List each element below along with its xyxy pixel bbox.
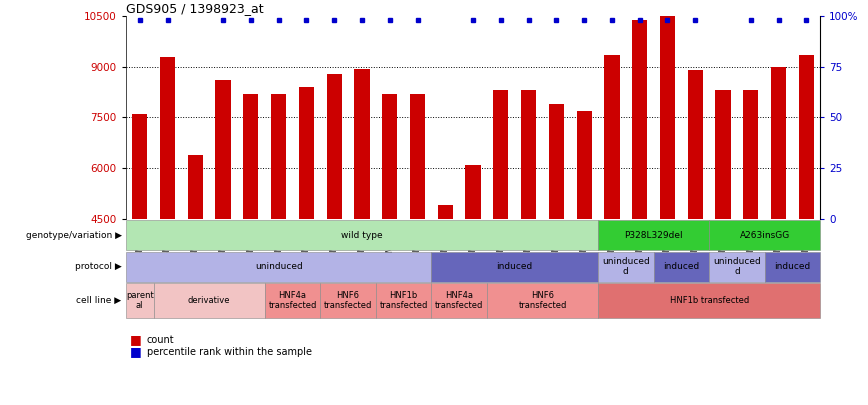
Text: ■: ■ xyxy=(130,345,142,358)
Bar xyxy=(410,94,425,219)
Text: parent
al: parent al xyxy=(126,291,154,310)
Bar xyxy=(465,165,481,219)
Text: induced: induced xyxy=(663,262,700,271)
Bar xyxy=(715,90,731,219)
Text: induced: induced xyxy=(496,262,533,271)
Bar xyxy=(604,55,620,219)
Text: wild type: wild type xyxy=(341,230,383,240)
Bar xyxy=(354,68,370,219)
Text: induced: induced xyxy=(774,262,811,271)
Text: ■: ■ xyxy=(130,333,142,346)
Bar xyxy=(743,90,759,219)
Text: percentile rank within the sample: percentile rank within the sample xyxy=(147,347,312,357)
Bar xyxy=(160,57,175,219)
Bar xyxy=(326,74,342,219)
Text: HNF6
transfected: HNF6 transfected xyxy=(324,291,372,310)
Text: count: count xyxy=(147,335,174,345)
Bar xyxy=(493,90,509,219)
Bar xyxy=(437,205,453,219)
Bar xyxy=(243,94,259,219)
Text: uninduced
d: uninduced d xyxy=(713,257,761,276)
Text: HNF1b
transfected: HNF1b transfected xyxy=(379,291,428,310)
Text: A263insGG: A263insGG xyxy=(740,230,790,240)
Text: P328L329del: P328L329del xyxy=(624,230,683,240)
Text: HNF4a
transfected: HNF4a transfected xyxy=(268,291,317,310)
Bar xyxy=(771,67,786,219)
Bar xyxy=(799,55,814,219)
Text: derivative: derivative xyxy=(188,296,230,305)
Text: uninduced
d: uninduced d xyxy=(602,257,650,276)
Bar xyxy=(132,114,148,219)
Bar xyxy=(521,90,536,219)
Text: uninduced: uninduced xyxy=(254,262,303,271)
Bar xyxy=(215,80,231,219)
Bar xyxy=(660,16,675,219)
Bar xyxy=(549,104,564,219)
Bar xyxy=(299,87,314,219)
Text: genotype/variation ▶: genotype/variation ▶ xyxy=(25,230,122,240)
Bar xyxy=(687,70,703,219)
Text: HNF6
transfected: HNF6 transfected xyxy=(518,291,567,310)
Text: protocol ▶: protocol ▶ xyxy=(75,262,122,271)
Bar xyxy=(632,19,648,219)
Bar xyxy=(382,94,398,219)
Bar xyxy=(187,155,203,219)
Bar xyxy=(576,111,592,219)
Text: GDS905 / 1398923_at: GDS905 / 1398923_at xyxy=(126,2,264,15)
Text: HNF4a
transfected: HNF4a transfected xyxy=(435,291,483,310)
Bar xyxy=(271,94,286,219)
Text: cell line ▶: cell line ▶ xyxy=(76,296,122,305)
Text: HNF1b transfected: HNF1b transfected xyxy=(669,296,749,305)
